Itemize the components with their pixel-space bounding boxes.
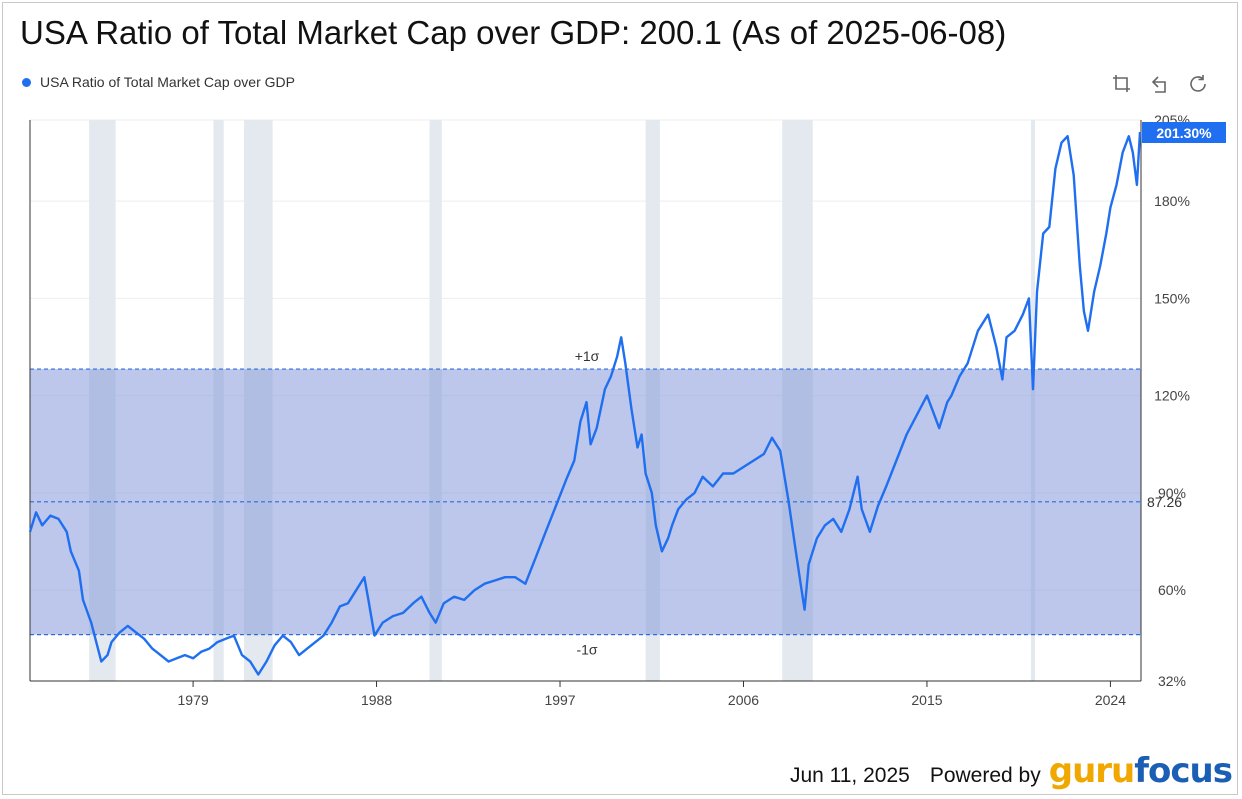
data-line <box>28 131 1142 676</box>
y-tick-label: 90% <box>1158 485 1186 501</box>
undo-button[interactable] <box>1146 70 1174 98</box>
y-tick-label: 120% <box>1154 388 1190 404</box>
latest-value-badge <box>1142 121 1226 143</box>
x-tick-label: 1997 <box>544 692 575 708</box>
powered-by-text: Powered by <box>929 764 1041 787</box>
latest-value-label: 201.30% <box>1156 125 1212 141</box>
chart-title: USA Ratio of Total Market Cap over GDP: … <box>20 14 1007 51</box>
refresh-button[interactable] <box>1184 70 1212 98</box>
x-tick-label: 1979 <box>178 692 209 708</box>
plus-sigma-label: +1σ <box>575 348 600 364</box>
legend-label: USA Ratio of Total Market Cap over GDP <box>40 74 295 90</box>
x-tick-label: 1988 <box>361 692 392 708</box>
y-tick-label: 60% <box>1158 582 1186 598</box>
legend-item[interactable]: USA Ratio of Total Market Cap over GDP <box>22 74 295 90</box>
x-tick-label: 2024 <box>1095 692 1126 708</box>
refresh-icon <box>1190 75 1206 92</box>
crop-button[interactable] <box>1108 70 1136 98</box>
x-tick-label: 2006 <box>728 692 759 708</box>
minus-sigma-label: -1σ <box>576 642 597 658</box>
y-tick-label: 150% <box>1154 290 1190 306</box>
legend-dot-icon <box>22 77 31 87</box>
mean-label: 87.26 <box>1147 494 1182 510</box>
footer-date: Jun 11, 2025 <box>789 764 910 787</box>
y-tick-label: 180% <box>1154 193 1190 209</box>
footer: Jun 11, 2025 Powered by gurufocus <box>789 751 1233 791</box>
y-tick-label: 32% <box>1158 673 1186 689</box>
gurufocus-logo[interactable]: gurufocus <box>1048 751 1233 791</box>
undo-icon <box>1151 76 1166 93</box>
x-tick-label: 2015 <box>911 692 942 708</box>
chart-canvas: +1σ -1σ 87.26 1979 1988 1997 2006 2015 2024 32% 60… <box>28 112 1226 708</box>
crop-icon <box>1113 75 1130 92</box>
chart-toolbar <box>1108 70 1212 98</box>
